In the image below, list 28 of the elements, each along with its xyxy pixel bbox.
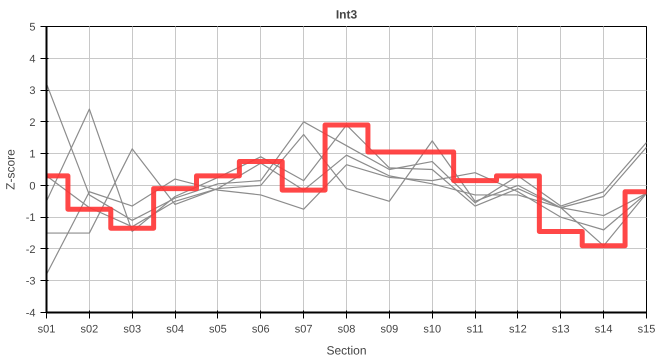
x-tick-label: s01 [38, 324, 56, 336]
x-tick-label: s11 [466, 324, 484, 336]
x-tick-label: s06 [252, 324, 270, 336]
x-tick-label: s03 [123, 324, 142, 336]
x-tick-label: s04 [166, 324, 184, 336]
x-tick-label: s12 [509, 324, 527, 336]
y-tick-label: -3 [26, 276, 36, 288]
y-tick-label: 1 [29, 148, 36, 161]
y-tick-label: -4 [26, 308, 36, 320]
y-tick-label: -1 [26, 212, 36, 224]
x-axis-title: Section [326, 344, 367, 358]
y-tick-label: 5 [29, 22, 36, 34]
y-tick-label: 2 [29, 116, 36, 129]
x-tick-label: s07 [294, 324, 313, 336]
x-tick-label: s15 [638, 324, 656, 336]
y-tick-label: 3 [29, 85, 36, 98]
x-tick-label: s05 [209, 324, 227, 336]
x-tick-label: s13 [552, 324, 570, 336]
chart-title: Int3 [336, 8, 358, 22]
x-tick-label: s02 [80, 324, 98, 336]
x-tick-label: s14 [594, 324, 613, 336]
y-tick-label: 4 [29, 53, 36, 66]
x-tick-label: s09 [380, 324, 398, 336]
y-tick-label: 0 [29, 180, 36, 192]
y-axis-title: Z-score [4, 148, 18, 190]
x-tick-label: s08 [338, 324, 356, 336]
y-tick-label: -2 [26, 244, 36, 256]
x-tick-label: s10 [423, 324, 442, 336]
